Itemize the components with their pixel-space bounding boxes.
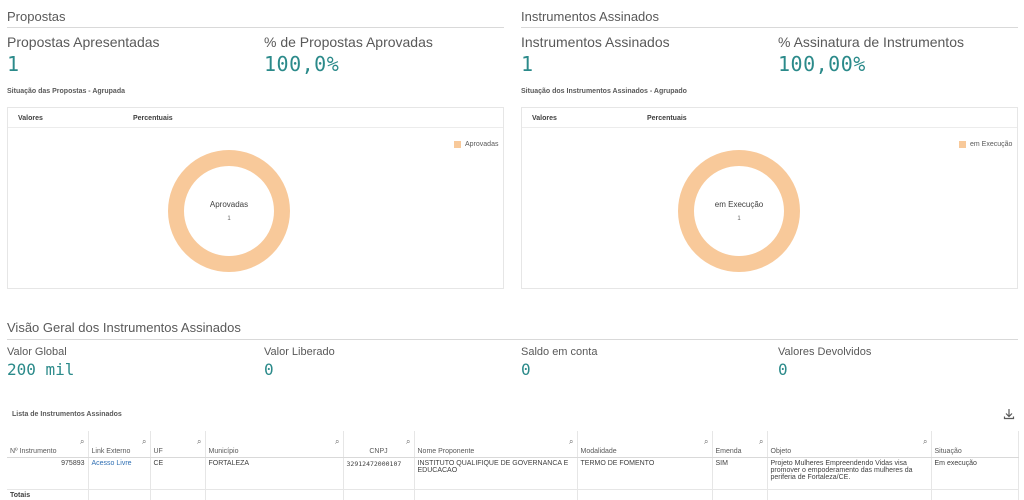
search-icon[interactable]: ⌕: [704, 437, 709, 446]
instrumentos-divider: [521, 27, 1018, 28]
valores-devolvidos-label: Valores Devolvidos: [778, 346, 872, 358]
col-header-label: Situação: [934, 447, 962, 455]
search-icon[interactable]: ⌕: [759, 437, 764, 446]
cell-modalidade: TERMO DE FOMENTO: [577, 457, 713, 490]
col-header-municipio[interactable]: Município ⌕: [205, 431, 344, 458]
propostas-col-valores[interactable]: Valores: [18, 115, 43, 122]
col-header-label: Município: [208, 447, 239, 455]
col-header-proponente[interactable]: Nome Proponente ⌕: [414, 431, 578, 458]
instrumentos-legend-label: em Execução: [970, 141, 1013, 148]
col-header-situacao[interactable]: Situação: [931, 431, 1019, 458]
cell-objeto: Projeto Mulheres Empreendendo Vidas visa…: [767, 457, 932, 490]
propostas-legend-item[interactable]: Aprovadas: [454, 141, 498, 148]
col-header-label: Nome Proponente: [417, 447, 475, 455]
legend-swatch: [959, 141, 966, 148]
col-header-label: Link Externo: [91, 447, 131, 455]
instrumentos-section-title: Instrumentos Assinados: [521, 9, 660, 24]
propostas-section-title: Propostas: [7, 9, 66, 24]
propostas-chart[interactable]: Valores Percentuais Aprovadas Aprovadas …: [7, 107, 504, 289]
instrumentos-assinados-label: Instrumentos Assinados: [521, 34, 670, 50]
col-header-instrumento[interactable]: Nº Instrumento ⌕: [7, 431, 89, 458]
valor-liberado-label: Valor Liberado: [264, 346, 335, 358]
totals-cell: [205, 489, 344, 500]
propostas-apresentadas-label: Propostas Apresentadas: [7, 34, 160, 50]
download-icon[interactable]: [1003, 408, 1015, 423]
col-header-label: Objeto: [770, 447, 792, 455]
valor-global-label: Valor Global: [7, 346, 67, 358]
propostas-apresentadas-value: 1: [7, 52, 20, 76]
instrumentos-table: Nº Instrumento ⌕ Link Externo ⌕ UF ⌕ Municí…: [7, 431, 1019, 500]
search-icon[interactable]: ⌕: [569, 437, 574, 446]
valor-global-value: 200 mil: [7, 360, 75, 379]
valor-liberado-value: 0: [264, 360, 274, 379]
instrumentos-donut-label: em Execução: [714, 200, 764, 209]
totals-cell: [414, 489, 578, 500]
valores-devolvidos-value: 0: [778, 360, 788, 379]
col-header-uf[interactable]: UF ⌕: [150, 431, 206, 458]
propostas-legend-label: Aprovadas: [465, 141, 499, 148]
propostas-chart-header: Valores Percentuais: [8, 108, 503, 128]
totals-cell: [577, 489, 713, 500]
propostas-donut-label: Aprovadas: [209, 200, 249, 209]
search-icon[interactable]: ⌕: [80, 437, 85, 446]
cell-municipio: FORTALEZA: [205, 457, 344, 490]
col-header-modalidade[interactable]: Modalidade ⌕: [577, 431, 713, 458]
propostas-col-percentuais[interactable]: Percentuais: [133, 115, 173, 122]
col-header-label: UF: [153, 447, 163, 455]
totals-cell: [88, 489, 151, 500]
saldo-conta-label: Saldo em conta: [521, 346, 598, 358]
table-header-row: Nº Instrumento ⌕ Link Externo ⌕ UF ⌕ Municí…: [7, 431, 1019, 458]
instrumentos-donut-count: 1: [737, 216, 741, 222]
cell-instrumento: 975893: [7, 457, 89, 490]
propostas-aprovadas-pct-label: % de Propostas Aprovadas: [264, 34, 433, 50]
assinatura-pct-label: % Assinatura de Instrumentos: [778, 34, 964, 50]
cell-emenda: SIM: [712, 457, 768, 490]
totals-cell: [767, 489, 932, 500]
cell-proponente: INSTITUTO QUALIFIQUE DE GOVERNANCA E EDU…: [414, 457, 578, 490]
totals-cell: [343, 489, 415, 500]
legend-swatch: [454, 141, 461, 148]
propostas-donut-ring[interactable]: [168, 150, 290, 272]
instrumentos-assinados-value: 1: [521, 52, 534, 76]
search-icon[interactable]: ⌕: [197, 437, 202, 446]
col-header-label: CNPJ: [369, 447, 388, 455]
col-header-label: Modalidade: [580, 447, 617, 455]
col-header-label: Emenda: [715, 447, 742, 455]
cell-cnpj: 32912472000107: [343, 457, 415, 490]
totals-cell: [150, 489, 206, 500]
propostas-aprovadas-pct-value: 100,0%: [264, 52, 340, 76]
cell-situacao: Em execução: [931, 457, 1019, 490]
propostas-divider: [7, 27, 504, 28]
instrumentos-col-valores[interactable]: Valores: [532, 115, 557, 122]
visao-section-title: Visão Geral dos Instrumentos Assinados: [7, 320, 241, 335]
instrumentos-chart-title: Situação dos Instrumentos Assinados - Ag…: [521, 88, 687, 95]
totals-cell: [931, 489, 1019, 500]
search-icon[interactable]: ⌕: [923, 437, 928, 446]
col-header-emenda[interactable]: Emenda ⌕: [712, 431, 768, 458]
totals-row: Totais: [7, 489, 1019, 500]
instrumentos-chart[interactable]: Valores Percentuais em Execução em Execu…: [521, 107, 1018, 289]
cell-link-acesso-livre[interactable]: Acesso Livre: [88, 457, 151, 490]
table-row: 975893 Acesso Livre CE FORTALEZA 3291247…: [7, 457, 1019, 490]
instrumentos-col-percentuais[interactable]: Percentuais: [647, 115, 687, 122]
totals-label: Totais: [7, 489, 89, 500]
totals-cell: [712, 489, 768, 500]
instrumentos-chart-header: Valores Percentuais: [522, 108, 1017, 128]
cell-uf: CE: [150, 457, 206, 490]
col-header-label: Nº Instrumento: [10, 447, 57, 455]
visao-divider: [7, 339, 1018, 340]
search-icon[interactable]: ⌕: [335, 437, 340, 446]
col-header-link[interactable]: Link Externo ⌕: [88, 431, 151, 458]
instrumentos-donut-ring[interactable]: [678, 150, 800, 272]
search-icon[interactable]: ⌕: [142, 437, 147, 446]
search-icon[interactable]: ⌕: [406, 437, 411, 446]
lista-title: Lista de Instrumentos Assinados: [12, 411, 122, 418]
col-header-cnpj[interactable]: CNPJ ⌕: [343, 431, 415, 458]
propostas-donut-count: 1: [227, 216, 231, 222]
assinatura-pct-value: 100,00%: [778, 52, 866, 76]
instrumentos-legend-item[interactable]: em Execução: [959, 141, 1012, 148]
saldo-conta-value: 0: [521, 360, 531, 379]
col-header-objeto[interactable]: Objeto ⌕: [767, 431, 932, 458]
propostas-chart-title: Situação das Propostas - Agrupada: [7, 88, 125, 95]
